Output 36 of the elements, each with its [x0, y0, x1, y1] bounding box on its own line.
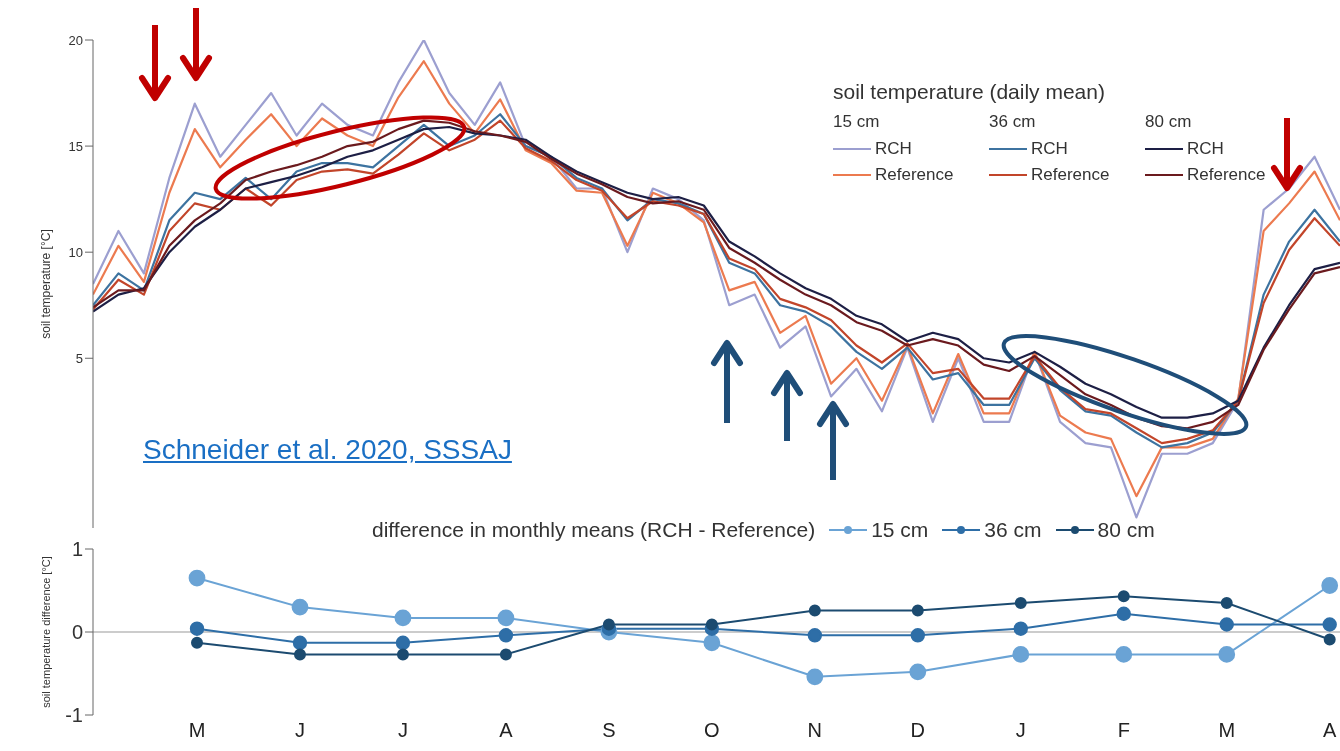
legend-label: Reference [1186, 164, 1267, 186]
legend-title: difference in monthly means (RCH - Reference) [372, 518, 816, 542]
legend-label: 15 cm [870, 518, 929, 542]
legend-label: RCH [1030, 138, 1069, 160]
annotation: 80 cm [1145, 112, 1193, 132]
y-tick-label: -1 [65, 704, 83, 727]
x-tick-label: A [1323, 719, 1338, 742]
x-tick-label: J [397, 719, 408, 742]
x-tick-label: J [294, 719, 305, 742]
legend-title: soil temperature (daily mean) [833, 80, 1106, 104]
annotation: Schneider et al. 2020, SSSAJ [143, 434, 512, 466]
legend-label: 36 cm [983, 518, 1042, 542]
x-tick-label: J [1015, 719, 1026, 742]
y-tick-label: 10 [68, 244, 83, 260]
annotation: 15 cm [833, 112, 881, 132]
y-axis-title: soil temperature difference [°C] [39, 556, 52, 708]
y-tick-label: 20 [68, 32, 83, 48]
legend-label: RCH [874, 138, 913, 160]
y-axis-title: soil temperature [°C] [39, 229, 54, 339]
x-tick-label: D [910, 719, 926, 742]
x-tick-label: A [499, 719, 514, 742]
x-tick-label: S [602, 719, 616, 742]
x-tick-label: N [807, 719, 823, 742]
annotation: 36 cm [989, 112, 1037, 132]
y-tick-label: 1 [71, 538, 83, 561]
y-tick-label: 15 [68, 138, 83, 154]
y-tick-label: 5 [75, 350, 83, 366]
x-tick-label: M [1218, 719, 1236, 742]
legend-label: 80 cm [1096, 518, 1155, 542]
x-tick-label: M [188, 719, 206, 742]
x-tick-label: O [704, 719, 720, 742]
legend-label: RCH [1186, 138, 1225, 160]
legend-label: Reference [1030, 164, 1111, 186]
legend-label: Reference [874, 164, 955, 186]
y-tick-label: 0 [71, 621, 83, 644]
x-tick-label: F [1117, 719, 1130, 742]
